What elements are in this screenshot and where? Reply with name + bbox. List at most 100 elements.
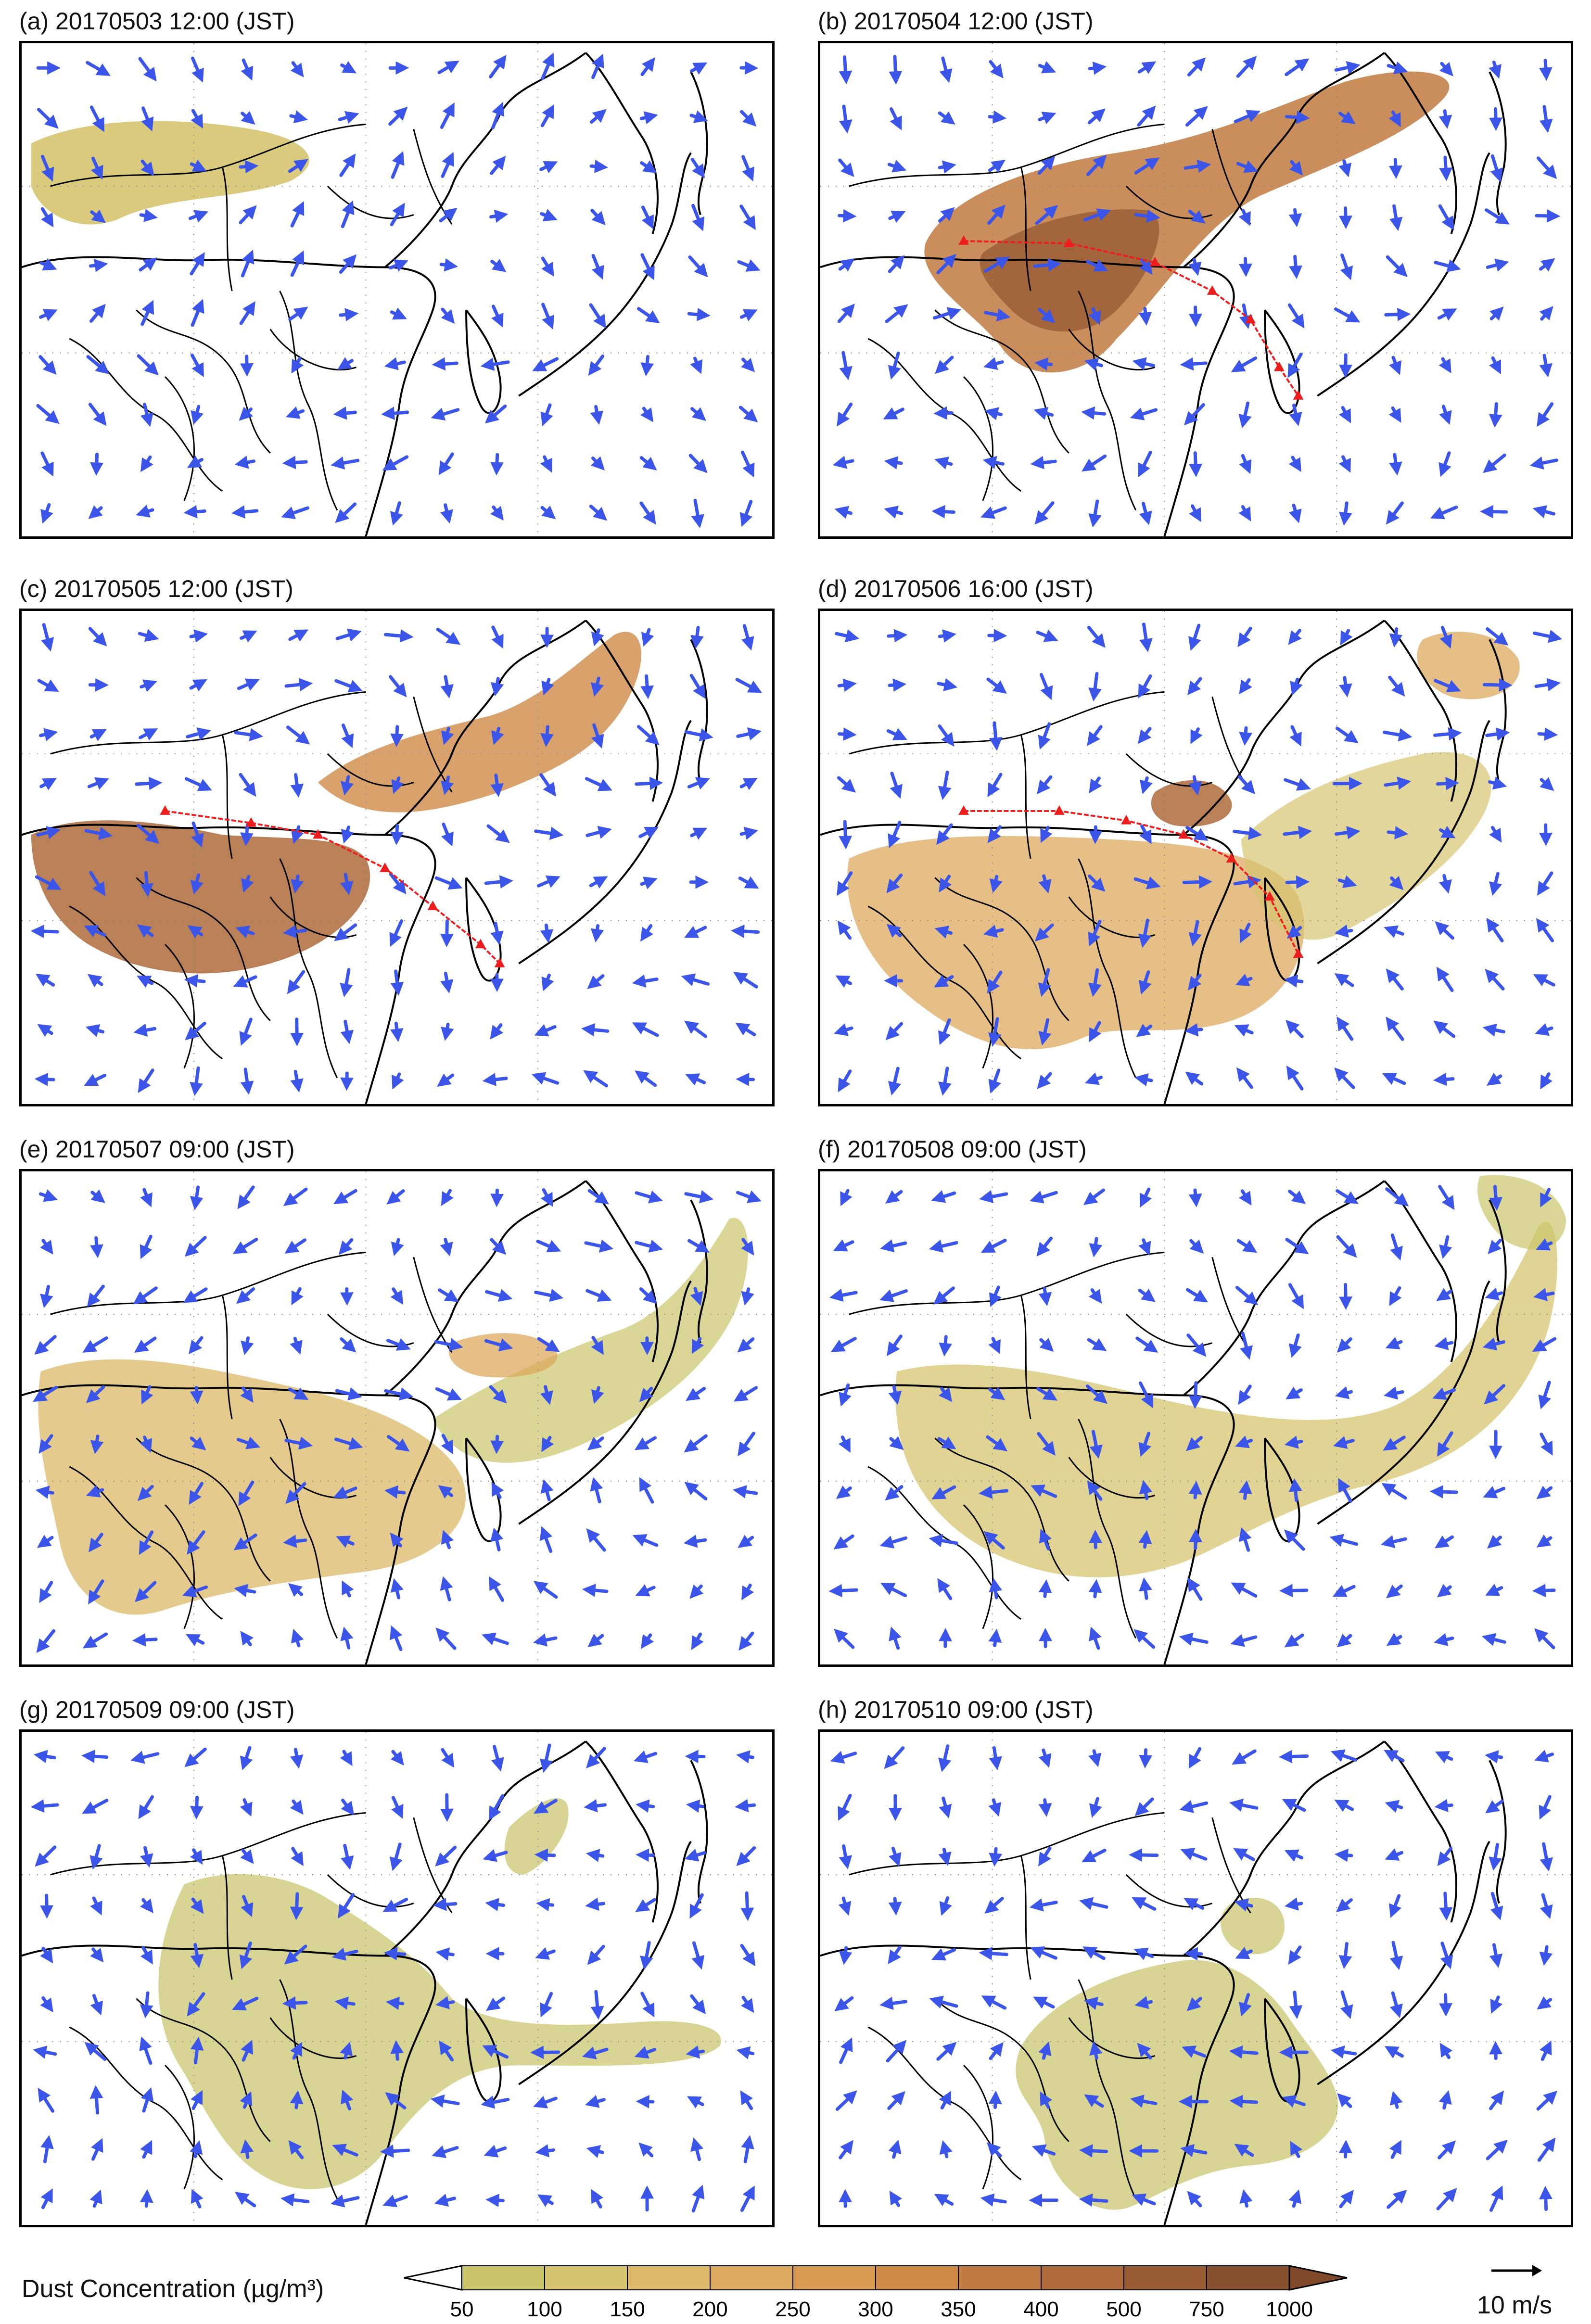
wind-vector-arrow — [540, 455, 552, 473]
wind-vector-arrow — [390, 1287, 404, 1305]
wind-vector-arrow — [1088, 672, 1102, 702]
wind-vector-arrow — [632, 974, 659, 988]
map-svg-d — [820, 611, 1571, 1104]
coastline — [1183, 1740, 1385, 1956]
province-border — [279, 291, 338, 511]
wind-vector-arrow — [690, 62, 708, 75]
wind-vector-arrow — [1186, 1996, 1202, 2011]
wind-vector-arrow — [187, 455, 204, 468]
wind-vector-arrow — [1386, 1633, 1402, 1646]
colorbar-tick-label: 50 — [450, 2298, 474, 2321]
wind-vector-arrow — [1236, 1239, 1258, 1253]
map-panel-a — [19, 41, 775, 539]
wind-vector-arrow — [1186, 1288, 1208, 1303]
wind-vector-arrow — [236, 1436, 261, 1449]
wind-vector-arrow — [1489, 2185, 1503, 2212]
colorbar-tick-label: 300 — [858, 2298, 893, 2321]
wind-vector-arrow — [738, 876, 759, 889]
wind-vector-arrow — [441, 726, 454, 745]
wind-vector-arrow — [1433, 1072, 1455, 1086]
trajectory-marker — [1120, 814, 1132, 825]
wind-vector-arrow — [382, 2195, 408, 2208]
wind-vector-arrow — [740, 1891, 754, 1921]
wind-vector-arrow — [84, 925, 106, 938]
trajectory-marker — [246, 817, 256, 827]
wind-vector-arrow — [340, 1626, 354, 1650]
wind-vector-arrow — [234, 456, 255, 469]
wind-vector-arrow — [839, 55, 853, 85]
wind-vector-arrow — [1384, 925, 1404, 938]
wind-vector-arrow — [635, 1070, 657, 1087]
wind-vector-arrow — [1139, 1748, 1153, 1769]
wind-vector-arrow — [738, 1432, 756, 1457]
wind-vector-arrow — [839, 104, 853, 134]
wind-vector-arrow — [137, 354, 159, 376]
wind-vector-arrow — [89, 2085, 103, 2115]
wind-vector-arrow — [1335, 924, 1353, 938]
wind-vector-arrow — [1539, 258, 1555, 272]
wind-vector-arrow — [288, 629, 309, 642]
wind-vector-arrow — [585, 777, 612, 791]
wind-vector-arrow — [1388, 110, 1401, 127]
wind-vector-arrow — [331, 2194, 360, 2208]
wind-vector-arrow — [1038, 61, 1056, 74]
wind-vector-arrow — [1489, 825, 1502, 843]
wind-vector-arrow — [338, 1238, 354, 1255]
wind-vector-arrow — [1489, 356, 1501, 375]
dust-plume-b-2 — [980, 209, 1159, 332]
wind-vector-arrow — [239, 406, 254, 421]
wind-vector-arrow — [1385, 1337, 1403, 1349]
wind-vector-arrow — [534, 1799, 558, 1814]
wind-vector-arrow — [1485, 1750, 1503, 1764]
wind-vector-arrow — [1533, 1288, 1555, 1301]
wind-vector-arrow — [885, 1190, 903, 1204]
wind-vector-arrow — [591, 628, 604, 647]
wind-vector-arrow — [588, 354, 605, 376]
trajectory-marker — [1149, 256, 1160, 267]
wind-vector-arrow — [640, 253, 655, 280]
wind-vector-arrow — [738, 1535, 754, 1548]
wind-vector-arrow — [938, 724, 955, 747]
wind-vector-arrow — [290, 1892, 304, 1920]
wind-vector-arrow — [1438, 874, 1452, 894]
wind-vector-arrow — [1533, 974, 1555, 987]
wind-vector-arrow — [585, 1897, 606, 1911]
wind-vector-arrow — [140, 300, 154, 326]
wind-vector-arrow — [740, 450, 755, 478]
wind-vector-arrow — [135, 1581, 157, 1602]
wind-vector-arrow — [739, 309, 758, 321]
wind-vector-arrow — [1337, 875, 1357, 889]
wind-vector-arrow — [635, 1898, 656, 1912]
wind-vector-arrow — [35, 1845, 57, 1867]
colorbar-segment — [1123, 2265, 1207, 2290]
wind-vector-arrow — [282, 1996, 308, 2010]
wind-vector-arrow — [1334, 1848, 1353, 1862]
wind-vector-arrow — [133, 1023, 157, 1037]
wind-vector-arrow — [1229, 2095, 1258, 2108]
wind-vector-arrow — [341, 200, 355, 229]
wind-vector-arrow — [1538, 1381, 1552, 1410]
wind-vector-arrow — [938, 1848, 952, 1866]
wind-vector-arrow — [1084, 1072, 1103, 1085]
wind-vector-arrow — [235, 926, 255, 939]
wind-vector-arrow — [139, 728, 158, 741]
wind-vector-arrow — [186, 1634, 205, 1647]
wind-vector-arrow — [1289, 160, 1303, 176]
wind-vector-arrow — [1480, 505, 1508, 519]
wind-vector-arrow — [640, 160, 657, 174]
colorbar-title: Dust Concentration (µg/m³) — [22, 2275, 324, 2303]
colorbar-segment — [710, 2265, 793, 2290]
wind-vector-arrow — [1180, 1848, 1208, 1861]
reference-vector-head — [1532, 2265, 1542, 2276]
wind-vector-arrow — [534, 826, 564, 840]
wind-vector-arrow — [187, 1530, 205, 1555]
wind-vector-arrow — [1286, 925, 1302, 939]
trajectory-marker — [1054, 805, 1065, 815]
wind-vector-arrow — [1333, 1436, 1355, 1449]
wind-vector-arrow — [1083, 1996, 1104, 2010]
wind-vector-arrow — [1438, 2090, 1452, 2110]
wind-vector-arrow — [1088, 968, 1102, 997]
wind-vector-arrow — [587, 1634, 604, 1648]
wind-vector-arrow — [37, 1535, 54, 1548]
wind-vector-arrow — [1486, 627, 1509, 646]
